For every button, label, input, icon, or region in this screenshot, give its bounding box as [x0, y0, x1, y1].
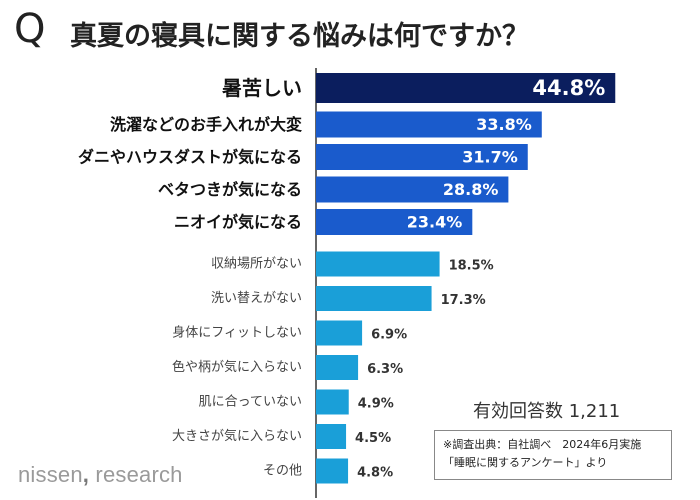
logo-sub: research: [89, 462, 183, 487]
bar-0: [316, 73, 616, 103]
value-label-2: 31.7%: [462, 148, 518, 167]
bar-6: [316, 286, 432, 311]
category-label-11: その他: [263, 464, 302, 479]
source-line-1: ※調査出典：自社調べ 2024年6月実施: [443, 438, 642, 451]
brand-logo: nissen, research: [18, 462, 183, 488]
category-label-0: 暑苦しい: [222, 76, 302, 100]
value-label-11: 4.8%: [357, 466, 393, 481]
category-label-10: 大きさが気に入らない: [172, 428, 302, 444]
value-label-5: 18.5%: [449, 259, 494, 274]
category-label-1: 洗濯などのお手入れが大変: [110, 115, 302, 134]
value-label-1: 33.8%: [476, 115, 532, 134]
chart-title: Q 真夏の寝具に関する悩みは何ですか？: [0, 0, 700, 62]
bar-5: [316, 251, 440, 277]
value-label-0: 44.8%: [532, 76, 605, 100]
logo-main: nissen: [18, 462, 83, 487]
category-label-7: 身体にフィットしない: [172, 325, 302, 341]
value-label-10: 4.5%: [355, 431, 391, 446]
category-label-5: 収納場所がない: [211, 257, 302, 272]
value-label-4: 23.4%: [407, 213, 463, 232]
bar-2: [316, 144, 528, 170]
source-line-2: 「睡眠に関するアンケート」より: [443, 456, 608, 469]
bar-3: [316, 176, 509, 203]
value-label-9: 4.9%: [358, 397, 394, 412]
value-label-7: 6.9%: [371, 328, 407, 343]
category-label-9: 肌に合っていない: [199, 395, 302, 410]
category-label-6: 洗い替えがない: [211, 291, 302, 306]
category-label-8: 色や柄が気に入らない: [172, 359, 302, 375]
bar-9: [316, 389, 349, 415]
bar-10: [316, 424, 347, 449]
value-label-3: 28.8%: [443, 180, 499, 199]
category-label-2: ダニやハウスダストが気になる: [78, 148, 302, 167]
question-mark-label: Q: [14, 6, 46, 52]
bar-8: [316, 355, 359, 380]
bar-7: [316, 320, 363, 346]
value-label-8: 6.3%: [367, 362, 403, 377]
bar-11: [316, 458, 349, 484]
category-label-3: ベタつきが気になる: [158, 180, 302, 199]
logo-sep: ,: [82, 462, 90, 487]
question-text: 真夏の寝具に関する悩みは何ですか？: [70, 21, 529, 52]
bar-1: [316, 111, 542, 138]
bar-4: [316, 209, 473, 235]
value-label-6: 17.3%: [441, 293, 486, 308]
category-label-4: ニオイが気になる: [174, 213, 302, 232]
respondent-count: 有効回答数 1,211: [473, 401, 621, 422]
source-note: ※調査出典：自社調べ 2024年6月実施 「睡眠に関するアンケート」より: [434, 430, 672, 480]
